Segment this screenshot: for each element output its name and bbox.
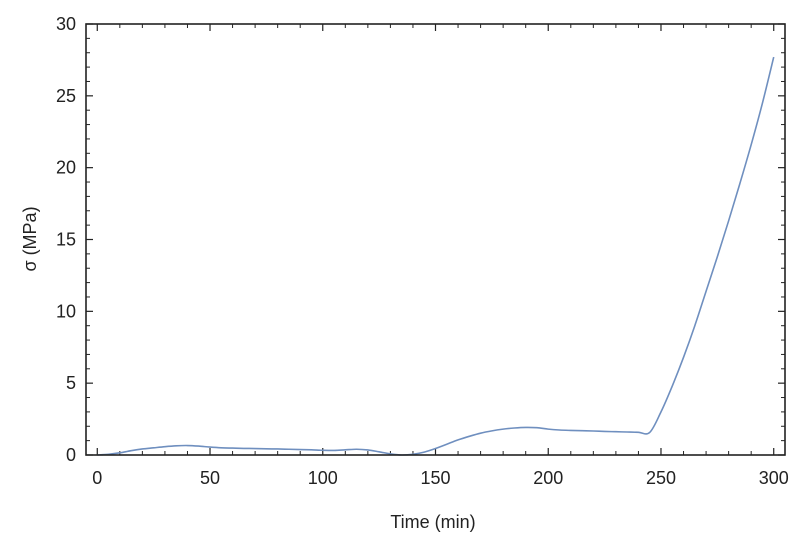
y-tick-label: 20 xyxy=(56,158,76,178)
y-tick-label: 5 xyxy=(66,373,76,393)
x-tick-labels: 0 50 100 150 200 250 300 xyxy=(92,468,788,488)
x-tick-label: 250 xyxy=(646,468,676,488)
x-tick-label: 50 xyxy=(200,468,220,488)
y-tick-label: 30 xyxy=(56,14,76,34)
series-group xyxy=(97,56,775,456)
x-ticks xyxy=(96,24,775,455)
x-tick-label: 300 xyxy=(759,468,789,488)
y-ticks xyxy=(86,23,785,456)
x-tick-label: 200 xyxy=(533,468,563,488)
y-tick-label: 25 xyxy=(56,86,76,106)
y-tick-labels: 0 5 10 15 20 25 30 xyxy=(56,14,76,465)
y-tick-label: 0 xyxy=(66,445,76,465)
y-tick-label: 10 xyxy=(56,301,76,321)
plot-frame xyxy=(85,23,786,456)
x-axis-title: Time (min) xyxy=(390,512,475,532)
series-line xyxy=(97,56,775,456)
y-tick-label: 15 xyxy=(56,230,76,250)
x-tick-label: 150 xyxy=(420,468,450,488)
y-axis-title: σ (MPa) xyxy=(20,206,40,271)
x-tick-label: 100 xyxy=(308,468,338,488)
x-tick-label: 0 xyxy=(92,468,102,488)
